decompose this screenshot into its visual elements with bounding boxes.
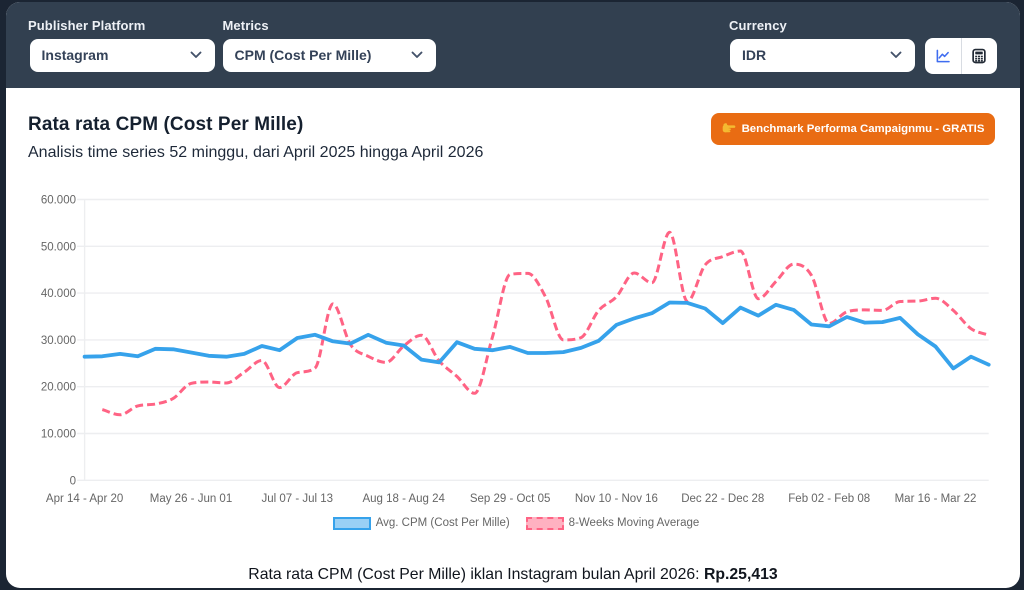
svg-text:Aug 18 - Aug 24: Aug 18 - Aug 24 [362, 493, 445, 505]
svg-text:Apr 14 - Apr 20: Apr 14 - Apr 20 [46, 493, 123, 505]
svg-text:20.000: 20.000 [41, 382, 76, 394]
svg-text:0: 0 [70, 475, 76, 487]
svg-text:40.000: 40.000 [41, 288, 76, 300]
svg-text:Mar 16 - Mar 22: Mar 16 - Mar 22 [895, 493, 977, 505]
svg-text:Dec 22 - Dec 28: Dec 22 - Dec 28 [681, 493, 764, 505]
svg-text:60.000: 60.000 [41, 195, 76, 207]
svg-text:Feb 02 - Feb 08: Feb 02 - Feb 08 [788, 493, 870, 505]
svg-text:Nov 10 - Nov 16: Nov 10 - Nov 16 [575, 493, 658, 505]
svg-text:Sep 29 - Oct 05: Sep 29 - Oct 05 [470, 493, 551, 505]
svg-text:May 26 - Jun 01: May 26 - Jun 01 [150, 493, 232, 505]
svg-text:50.000: 50.000 [41, 241, 76, 253]
svg-text:Jul 07 - Jul 13: Jul 07 - Jul 13 [261, 493, 333, 505]
svg-text:10.000: 10.000 [41, 429, 76, 441]
svg-text:30.000: 30.000 [41, 335, 76, 347]
